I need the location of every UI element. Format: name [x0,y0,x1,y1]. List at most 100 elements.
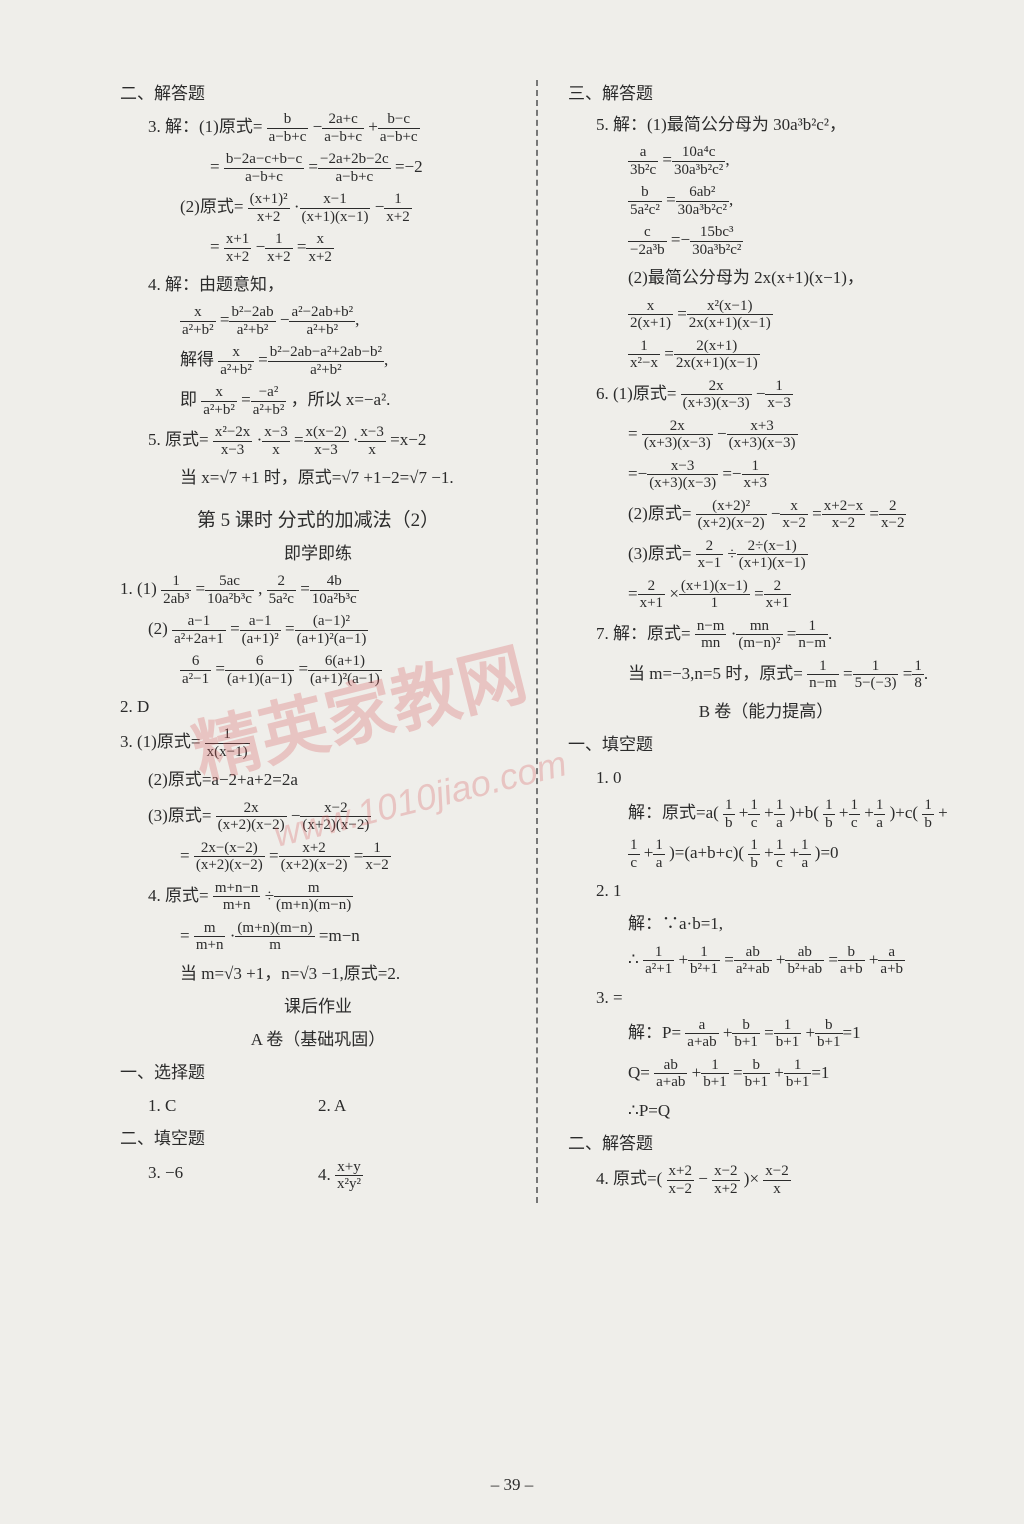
frac: 1b²+1 [688,944,720,978]
frac: 5ac10a²b³c [205,573,254,607]
eq: = [628,423,638,442]
frac: xx+2 [306,231,333,265]
b4: 4. 原式=( x+2x−2 − x−2x+2 )× x−2x [568,1163,964,1197]
tk-4-label: 4. [318,1165,331,1184]
j3-3-label: (3)原式= [148,805,211,824]
right-column: 三、解答题 5. 解：(1)最简公分母为 30a³b²c²， a3b²c =10… [536,80,964,1203]
r6-3: (3)原式= 2x−1 ÷2÷(x−1)(x+1)(x−1) [568,538,964,572]
page-number: – 39 – [0,1471,1024,1498]
frac: 2x−2 [879,498,906,532]
b1: 1. 0 [568,764,964,791]
j4-when: 当 m=√3 +1，n=√3 −1,原式=2. [120,960,516,987]
frac: m+n−nm+n [213,880,261,914]
ji: 即 [180,390,197,409]
r6-l1: 6. (1)原式= 2x(x+3)(x−3) −1x−3 [568,378,964,412]
frac: (x+2)²(x+2)(x−2) [696,498,767,532]
eq-end: =−2 [395,157,423,176]
q3-open: 3. 解：(1)原式= [148,117,262,136]
frac: 6(a+1)(a−1) [225,653,294,687]
frac: 1x²−x [628,338,660,372]
frac: x+2x−2 [667,1163,694,1197]
frac: (x+1)²x+2 [248,191,290,225]
b1-jie2: 1c +1a )=(a+b+c)( 1b +1c +1a )=0 [568,837,964,871]
frac: 15bc³30a³b²c² [690,224,743,258]
frac: 1a²+1 [643,944,674,978]
frac: 2x+1 [638,578,665,612]
r6-l3: =−x−3(x+3)(x−3) =−1x+3 [568,458,964,492]
r5-l2: b5a²c² =6ab²30a³b²c², [568,184,964,218]
frac: x2(x+1) [628,298,673,332]
frac: 2x−1 [696,538,723,572]
xz-row: 1. C 2. A [120,1092,516,1119]
frac: x(x−2)x−3 [304,424,349,458]
frac: b²−2ab−a²+2ab−b²a²+b² [268,344,384,378]
frac: b−2a−c+b−ca−b+c [224,151,304,185]
frac: 6a²−1 [180,653,211,687]
r7: 7. 解：原式= n−mmn ·mn(m−n)² =1n−m. [568,618,964,652]
solve: 解得 [180,350,214,369]
frac: 1a [799,837,811,871]
q3-line1: 3. 解：(1)原式= ba−b+c −2a+ca−b+c +b−ca−b+c [120,111,516,145]
frac: −a²a²+b² [251,384,287,418]
j3-2: (2)原式=a−2+a+2=2a [120,766,516,793]
frac: xa²+b² [201,384,237,418]
j3-3b: = 2x−(x−2)(x+2)(x−2) =x+2(x+2)(x−2) =1x−… [120,840,516,874]
frac: xa²+b² [180,304,216,338]
jixue-title: 即学即练 [120,540,516,567]
frac: x−3(x+3)(x−3) [647,458,718,492]
q5-when: 当 x=√7 +1 时，原式=√7 +1−2=√7 −1. [120,464,516,491]
frac: xx−2 [780,498,807,532]
frac: mn(m−n)² [736,618,782,652]
xz-title: 一、选择题 [120,1059,516,1086]
j1-2-label: (2) [148,619,168,638]
frac: 10a⁴c30a³b²c² [672,144,725,178]
frac: ba−b+c [267,111,309,145]
two-columns: 二、解答题 3. 解：(1)原式= ba−b+c −2a+ca−b+c +b−c… [120,80,964,1203]
frac: xa²+b² [218,344,254,378]
frac: (m+n)(m−n)m [235,920,314,954]
frac: aa+ab [685,1017,718,1051]
q3-2-open: (2)原式= [180,197,243,216]
frac: a²−2ab+b²a²+b² [289,304,355,338]
b1-jie-label: 解：原式=a( [628,803,719,822]
frac: x−3x [262,424,289,458]
b3-q-label: Q= [628,1063,650,1082]
frac: 1b [723,797,735,831]
j4-label: 4. 原式= [148,885,209,904]
frac: 1c [628,837,640,871]
frac: x−2x+2 [712,1163,739,1197]
q3-line3: (2)原式= (x+1)²x+2 ·x−1(x+1)(x−1) −1x+2 [120,191,516,225]
frac: x−2x [763,1163,790,1197]
frac: x²−2xx−3 [213,424,252,458]
frac: 1a [653,837,665,871]
frac: 6ab²30a³b²c² [676,184,729,218]
xz-2: 2. A [318,1092,346,1119]
tk-3: 3. −6 [148,1159,318,1193]
b2: 2. 1 [568,877,964,904]
frac: (a−1)²(a+1)²(a−1) [295,613,369,647]
frac: 1x+2 [265,231,292,265]
j1-2b: 6a²−1 =6(a+1)(a−1) =6(a+1)(a+1)²(a−1) [120,653,516,687]
j4b: = mm+n ·(m+n)(m−n)m =m−n [120,920,516,954]
frac: 1a [874,797,886,831]
frac: a−1a²+2a+1 [172,613,226,647]
frac: 1c [748,797,760,831]
frac: 1b [922,797,934,831]
section-2-title: 二、解答题 [120,80,516,107]
frac: b5a²c² [628,184,662,218]
b1-mid: )+b( [789,803,818,822]
q3-line4: = x+1x+2 −1x+2 =xx+2 [120,231,516,265]
b-paper-title: B 卷（能力提高） [568,698,964,725]
frac: 2x(x+2)(x−2) [216,800,287,834]
r6-2: (2)原式= (x+2)²(x+2)(x−2) −xx−2 =x+2−xx−2 … [568,498,964,532]
r7-when: 当 m=−3,n=5 时，原式= 1n−m =15−(−3) =18. [568,658,964,692]
j3-1: 3. (1)原式= 1x(x−1) [120,726,516,760]
frac: 1b+1 [701,1057,728,1091]
r6-3-label: (3)原式= [628,543,691,562]
r6-open: 6. (1)原式= [596,383,676,402]
frac: −2a+2b−2ca−b+c [318,151,391,185]
frac: 1x−3 [765,378,792,412]
frac: 1b [823,797,835,831]
b2-jie: 解：∵a·b=1, [568,910,964,937]
r6-l2: = 2x(x+3)(x−3) −x+3(x+3)(x−3) [568,418,964,452]
